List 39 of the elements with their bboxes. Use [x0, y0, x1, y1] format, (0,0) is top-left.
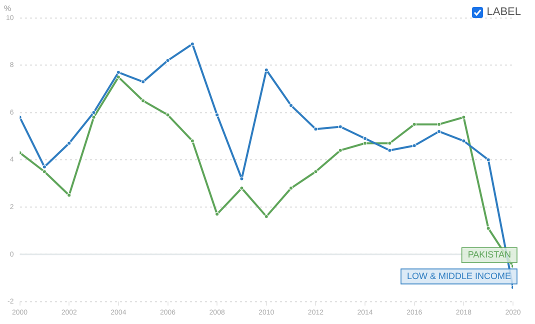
point	[486, 226, 490, 230]
point	[338, 148, 342, 152]
point	[388, 148, 392, 152]
point	[462, 138, 466, 143]
point	[462, 115, 466, 120]
point	[288, 186, 294, 190]
point	[67, 141, 72, 146]
point	[67, 193, 72, 198]
point	[116, 74, 121, 80]
series-label: PAKISTAN	[468, 250, 512, 260]
point	[166, 58, 170, 63]
point	[314, 170, 318, 174]
point	[436, 129, 442, 134]
point	[214, 112, 220, 117]
point	[362, 136, 368, 141]
point	[314, 126, 318, 132]
point	[92, 110, 96, 115]
point	[240, 176, 244, 181]
point	[388, 141, 392, 146]
point	[412, 122, 416, 126]
point	[288, 103, 294, 108]
y-axis-title: %	[4, 4, 12, 13]
point	[140, 98, 146, 103]
point	[214, 212, 220, 216]
point	[140, 80, 146, 84]
point	[190, 138, 195, 143]
point	[412, 144, 416, 148]
point	[436, 122, 442, 126]
point	[42, 170, 47, 174]
point	[362, 141, 368, 146]
point	[338, 124, 342, 129]
point	[240, 186, 244, 190]
point	[486, 158, 490, 162]
point	[42, 164, 47, 169]
series-label: LOW & MIDDLE INCOME	[406, 270, 512, 281]
annotation: LABEL	[486, 6, 521, 18]
point	[116, 70, 121, 74]
point	[166, 112, 170, 117]
point	[92, 115, 96, 120]
